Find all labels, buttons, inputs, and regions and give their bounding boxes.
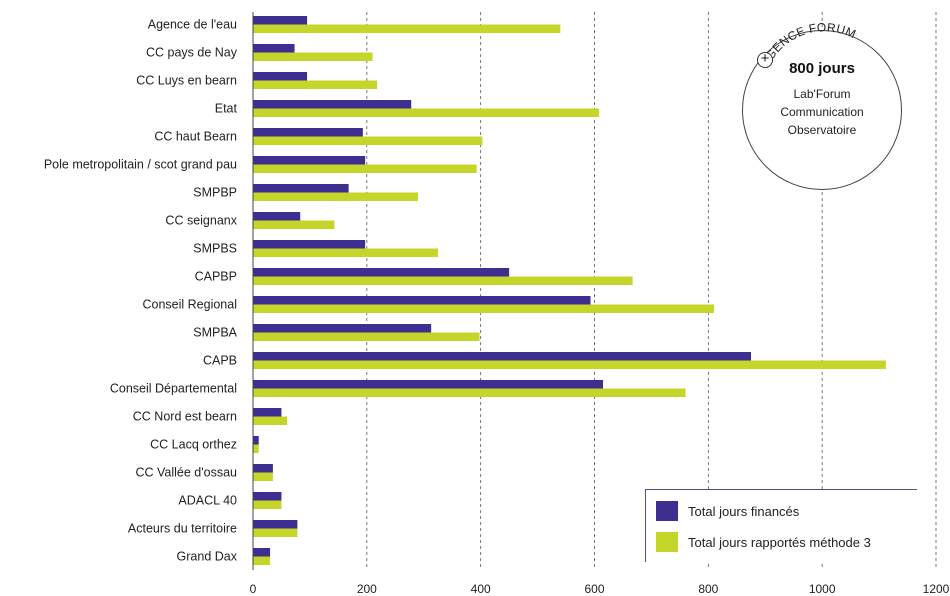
category-label: Conseil Regional [142,298,237,312]
badge-main-text: 800 jours [789,60,855,77]
category-label: CAPB [203,354,237,368]
bar-financed [253,464,273,473]
legend-item-reported: Total jours rapportés méthode 3 [656,532,871,552]
category-label: Acteurs du territoire [128,522,237,536]
bar-reported [253,416,288,425]
category-label: CC Lacq orthez [150,438,237,452]
bar-reported [253,108,600,117]
legend: Total jours financés Total jours rapport… [645,489,917,562]
x-tick-label: 200 [357,582,377,596]
bar-reported [253,556,271,565]
x-tick-label: 400 [471,582,491,596]
category-labels: Agence de l'eau CC pays de Nay CC Luys en … [44,18,238,564]
bars [253,16,886,565]
x-tick-labels: 0 200 400 600 800 1000 1200 [250,582,950,596]
bar-reported [253,136,483,145]
category-label: CC haut Bearn [154,130,237,144]
category-label: CC seignanx [165,214,237,228]
bar-financed [253,548,271,557]
bar-reported [253,332,480,341]
bar-reported [253,276,633,285]
x-tick-label: 800 [698,582,718,596]
category-label: Grand Dax [177,550,238,564]
bar-reported [253,248,438,257]
legend-label-financed: Total jours financés [688,503,800,519]
bar-financed [253,100,412,109]
category-label: CC Vallée d'ossau [135,466,237,480]
bar-financed [253,436,259,445]
bar-reported [253,24,561,33]
bar-financed [253,44,295,53]
badge-line-1: Lab'Forum [793,87,851,101]
bar-financed [253,156,366,165]
legend-swatch-financed [656,501,678,521]
category-label: Agence de l'eau [148,18,237,32]
bar-reported [253,388,686,397]
badge-line-2: Communication [780,105,864,119]
category-label: Pole metropolitain / scot grand pau [44,158,237,172]
bar-reported [253,472,273,481]
plus-circle-icon: + [757,51,773,68]
bar-financed [253,408,282,417]
bar-financed [253,380,604,389]
bar-reported [253,220,335,229]
legend-swatch-reported [656,532,678,552]
bar-financed [253,72,308,81]
bar-reported [253,304,715,313]
bar-reported [253,80,378,89]
category-label: ADACL 40 [178,494,237,508]
legend-item-financed: Total jours financés [656,501,799,521]
bar-financed [253,324,432,333]
category-label: SMPBA [193,326,237,340]
bar-financed [253,520,298,529]
category-label: CC Nord est bearn [133,410,237,424]
bar-reported [253,528,298,537]
bar-reported [253,444,259,453]
bar-reported [253,360,886,369]
x-tick-label: 0 [250,582,257,596]
category-label: Conseil Départemental [110,382,237,396]
x-tick-label: 1000 [809,582,836,596]
bar-reported [253,500,282,509]
bar-reported [253,192,419,201]
bar-financed [253,240,366,249]
bar-financed [253,492,282,501]
x-tick-label: 1200 [923,582,950,596]
bar-financed [253,296,591,305]
legend-label-reported: Total jours rapportés méthode 3 [688,534,871,550]
category-label: CAPBP [195,270,237,284]
category-label: SMPBS [193,242,237,256]
bar-reported [253,164,477,173]
category-label: CC Luys en bearn [136,74,237,88]
bar-reported [253,52,373,61]
badge-line-3: Observatoire [787,123,857,137]
bar-financed [253,184,349,193]
category-label: CC pays de Nay [146,46,238,60]
x-tick-label: 600 [584,582,604,596]
bar-financed [253,268,510,277]
bar-financed [253,212,301,221]
bar-financed [253,352,752,361]
category-label: Etat [215,102,238,116]
bar-financed [253,16,308,25]
bar-financed [253,128,363,137]
category-label: SMPBP [193,186,237,200]
